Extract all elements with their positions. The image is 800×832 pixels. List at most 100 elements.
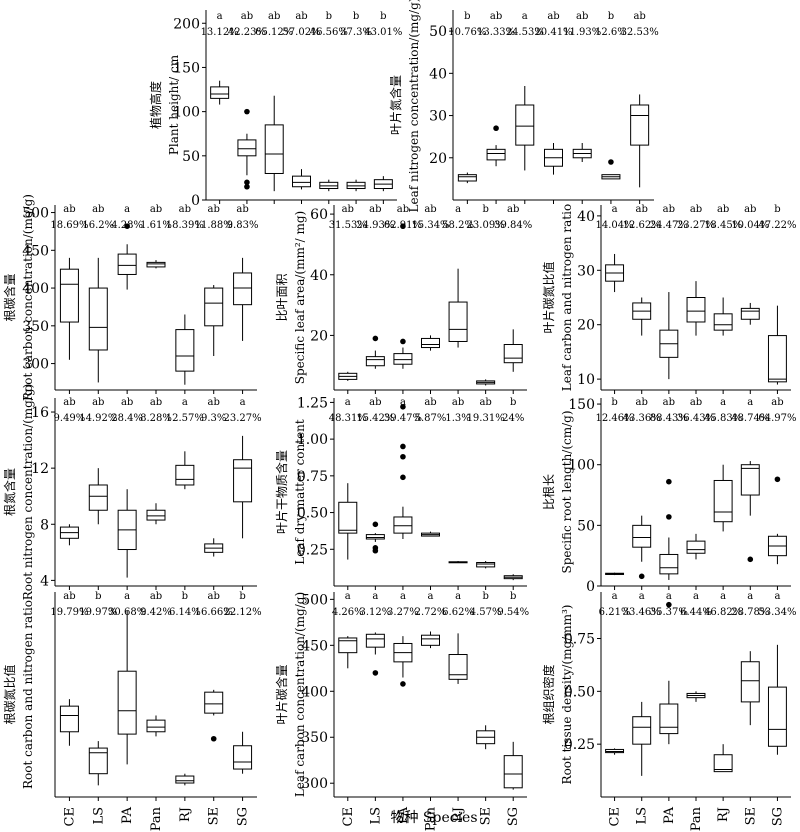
cv-label: 19.31% [467, 413, 505, 424]
outlier-point [608, 159, 614, 165]
outlier-point [372, 335, 379, 342]
cv-label: 15.34% [411, 220, 449, 231]
significance-letter: ab [771, 397, 783, 408]
cv-label: 23.27% [677, 220, 715, 231]
box-iqr [767, 335, 787, 383]
significance-letter: a [455, 204, 461, 215]
y-tick-label: 300 [301, 776, 328, 792]
significance-letter: a [400, 591, 406, 602]
box-Pan: ab 36.43% [677, 397, 715, 560]
panel-leaf-c: 300 350 400 450 500 叶片碳含量 Leaf carbon concentr… [274, 591, 529, 801]
significance-letter: b [95, 591, 101, 602]
y-tick-label: 350 [301, 730, 328, 746]
box-SG: ab 39.84% [494, 204, 532, 372]
box-Pan: ab 8.28% [140, 397, 172, 525]
box-iqr [59, 705, 79, 733]
significance-letter: ab [295, 11, 307, 22]
box-SE: ab 19.31% [467, 397, 505, 569]
significance-letter: ab [208, 204, 220, 215]
y-tick-label: 1.25 [297, 395, 328, 411]
y-tick-label: 450 [22, 243, 49, 259]
outlier-point [747, 556, 754, 563]
significance-letter: ab [150, 591, 162, 602]
y-tick-label: 0.25 [564, 737, 595, 753]
box-iqr [233, 272, 253, 306]
outlier-point [244, 179, 250, 186]
box-CE: b 10.76% [448, 11, 486, 184]
box-CE: a 6.21% [599, 591, 630, 755]
cv-label: 37.3% [340, 27, 372, 38]
box-iqr [421, 337, 440, 349]
outlier-point [638, 573, 645, 580]
y-axis-label-cn: 叶片碳含量 [274, 664, 289, 724]
y-axis-label-cn: 根碳氮比值 [2, 664, 17, 724]
y-tick-label: 100 [568, 458, 595, 474]
cv-label: 6.44% [680, 607, 712, 618]
y-tick-label: 50 [577, 518, 595, 534]
panel-leaf-n: 20 30 40 50 叶片氮含量 Leaf nitrogen concentration… [388, 0, 659, 212]
panel-srl: 0 50 100 150 比根长 Specific root length/(cm/g) b… [542, 397, 796, 595]
y-tick-label: 0.75 [297, 469, 328, 485]
box-SG: a 53.34% [758, 591, 796, 755]
significance-letter: b [182, 591, 188, 602]
significance-letter: ab [717, 204, 729, 215]
x-tick-label: SE [743, 807, 758, 825]
x-tick-label: CE [608, 807, 623, 826]
y-tick-label: 30 [429, 109, 447, 125]
box-iqr [365, 534, 385, 540]
cv-label: 53.34% [758, 607, 796, 618]
significance-letter: a [774, 591, 780, 602]
outlier-point [400, 223, 406, 230]
box-SG: ab 9.83% [227, 204, 258, 341]
y-axis-label-cn: 叶片氮含量 [388, 75, 403, 135]
y-tick-label: 16 [31, 405, 49, 421]
box-iqr [605, 748, 625, 754]
box-PA: a 4.28% [111, 204, 143, 290]
y-tick-label: 20 [577, 318, 595, 334]
x-tick-label: PA [120, 806, 135, 824]
box-PA: a 24.53% [506, 11, 544, 171]
box-LS: ab 14.92% [79, 397, 117, 525]
box-LS: ab 15.42% [356, 397, 394, 554]
box-RJ: a 12.57% [166, 397, 204, 490]
box-PA: ab 28.4% [111, 397, 143, 578]
significance-letter: ab [63, 591, 75, 602]
box-iqr [740, 464, 760, 496]
significance-letter: ab [268, 11, 280, 22]
significance-letter: ab [744, 204, 756, 215]
outlier-point [372, 670, 379, 676]
cv-label: 5.87% [415, 413, 447, 424]
x-tick-label: PA [662, 806, 677, 824]
box-LS: a 33.46% [623, 591, 661, 776]
significance-letter: ab [208, 591, 220, 602]
x-tick-label: Pan [689, 806, 704, 831]
box-iqr [204, 691, 224, 714]
cv-label: 42.23% [228, 27, 266, 38]
significance-letter: ab [424, 397, 436, 408]
y-axis-label-cn: 叶片碳氮比值 [541, 261, 556, 333]
box-iqr [659, 553, 679, 575]
significance-letter: ab [369, 204, 381, 215]
significance-letter: a [345, 591, 351, 602]
outlier-point [400, 443, 406, 450]
significance-letter: b [611, 397, 617, 408]
y-axis-label-en: Leaf carbon concentration/(mg/g) [293, 592, 307, 797]
box-iqr [448, 654, 468, 680]
y-axis-label-cn: 比叶面积 [275, 273, 289, 321]
box-iqr [686, 297, 706, 323]
cv-label: 64.97% [758, 413, 796, 424]
significance-letter: b [482, 591, 488, 602]
box-iqr [175, 775, 195, 784]
cv-label: 33.46% [623, 607, 661, 618]
box-iqr [237, 139, 257, 157]
box-LS: ab 24.93% [356, 204, 394, 369]
cv-label: 18.45% [704, 220, 742, 231]
y-tick-label: 150 [568, 397, 595, 413]
box-LS: a 3.12% [359, 591, 391, 676]
box-iqr [686, 540, 706, 554]
box-Pan: a 6.44% [680, 591, 712, 702]
cv-label: 9.42% [140, 607, 172, 618]
outlier-point [666, 514, 672, 520]
panel-rtd: 0.25 0.50 0.75 根组织密度 Root tissue density/(mg… [541, 591, 796, 801]
box-iqr [630, 104, 650, 146]
